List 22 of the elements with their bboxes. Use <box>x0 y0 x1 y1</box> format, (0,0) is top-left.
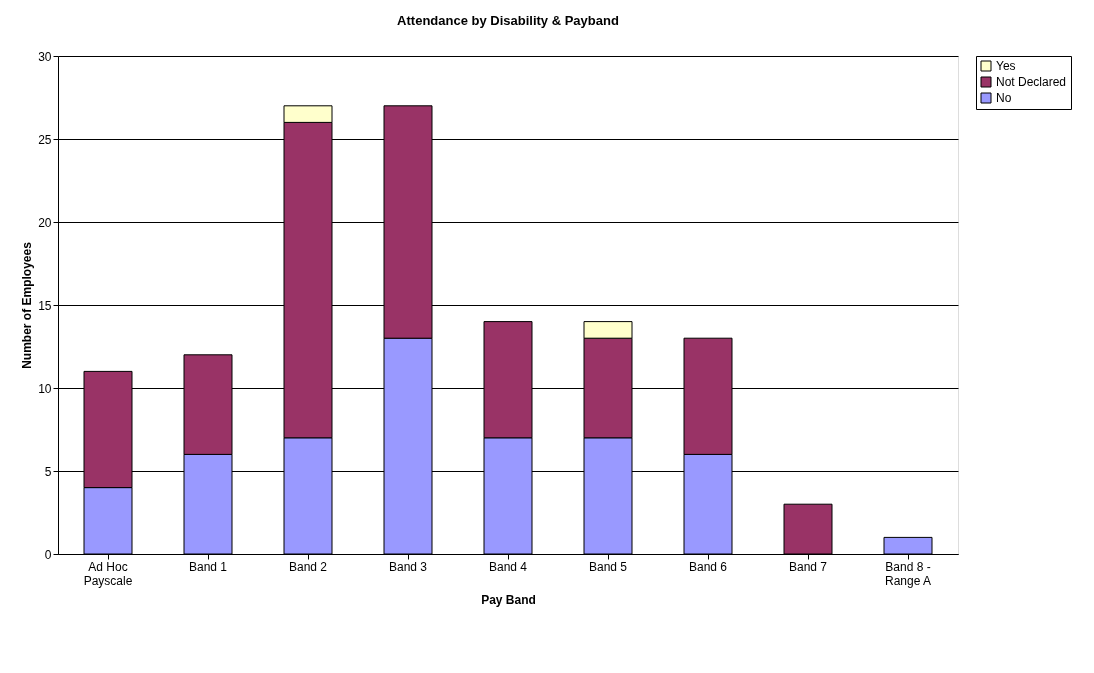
y-tick-label: 10 <box>38 381 52 396</box>
x-tick-label: Band 1 <box>188 559 228 574</box>
y-tick-label: 15 <box>38 298 52 313</box>
y-tick-label: 30 <box>38 49 52 64</box>
legend-label: No <box>996 91 1012 105</box>
x-tick-label: Band 6 <box>688 559 728 574</box>
legend-label: Not Declared <box>996 75 1067 89</box>
x-tick-label: Band 4 <box>488 559 528 574</box>
y-tick-label: 0 <box>44 547 52 562</box>
x-axis-title: Pay Band <box>481 592 536 607</box>
x-tick-label: Band 2 <box>288 559 328 574</box>
y-axis-title: Number of Employees <box>20 241 35 369</box>
y-tick-label: 25 <box>38 132 52 147</box>
y-tick-label: 20 <box>38 215 52 230</box>
x-tick-label: Band 5 <box>588 559 628 574</box>
x-tick-label: Ad Hoc Payscale <box>83 559 133 588</box>
x-tick-label: Band 3 <box>388 559 428 574</box>
chart-title: Attendance by Disability & Payband <box>397 13 619 28</box>
x-tick-label: Band 7 <box>788 559 828 574</box>
legend-label: Yes <box>996 59 1016 73</box>
y-tick-label: 5 <box>44 464 52 479</box>
x-tick-label: Band 8 - Range A <box>884 559 932 588</box>
